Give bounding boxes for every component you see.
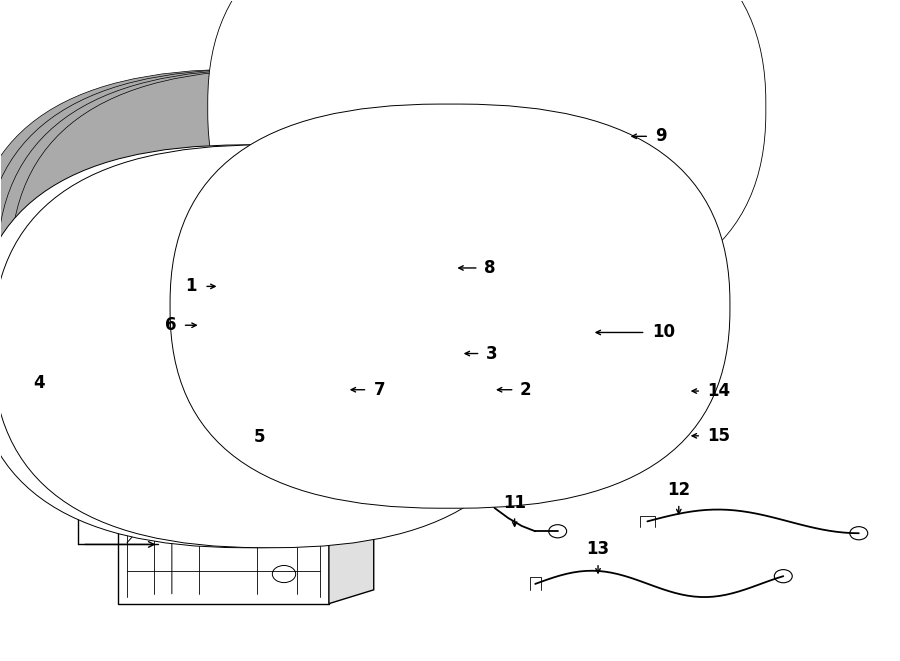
Polygon shape <box>158 256 340 274</box>
FancyBboxPatch shape <box>11 69 558 469</box>
Text: 2: 2 <box>520 381 532 399</box>
Polygon shape <box>158 274 306 360</box>
Text: 14: 14 <box>707 382 731 400</box>
Polygon shape <box>306 256 340 360</box>
Polygon shape <box>670 191 715 207</box>
Polygon shape <box>298 360 363 419</box>
Text: 8: 8 <box>484 259 496 277</box>
Polygon shape <box>310 229 468 344</box>
Circle shape <box>214 262 238 280</box>
FancyBboxPatch shape <box>208 0 766 311</box>
Polygon shape <box>310 210 504 229</box>
Text: 9: 9 <box>655 128 667 145</box>
Text: 1: 1 <box>185 278 197 295</box>
FancyBboxPatch shape <box>0 145 545 548</box>
FancyBboxPatch shape <box>170 104 730 508</box>
Text: 6: 6 <box>165 316 176 334</box>
Text: 15: 15 <box>707 427 731 445</box>
Polygon shape <box>118 459 374 482</box>
FancyBboxPatch shape <box>0 69 518 469</box>
Polygon shape <box>450 91 679 116</box>
Text: 5: 5 <box>254 428 266 446</box>
Text: 10: 10 <box>652 323 675 342</box>
Text: 11: 11 <box>503 494 526 512</box>
Text: 12: 12 <box>667 481 690 499</box>
FancyBboxPatch shape <box>0 69 544 469</box>
Polygon shape <box>468 210 504 344</box>
Text: 7: 7 <box>374 381 385 399</box>
Text: 13: 13 <box>587 540 609 559</box>
Text: 4: 4 <box>32 374 44 392</box>
Polygon shape <box>118 482 328 603</box>
FancyBboxPatch shape <box>0 145 526 548</box>
Polygon shape <box>328 459 374 603</box>
FancyBboxPatch shape <box>0 69 531 469</box>
Text: 3: 3 <box>486 344 498 362</box>
Circle shape <box>192 262 215 280</box>
Polygon shape <box>450 116 629 212</box>
Polygon shape <box>629 91 679 212</box>
Polygon shape <box>450 381 495 400</box>
